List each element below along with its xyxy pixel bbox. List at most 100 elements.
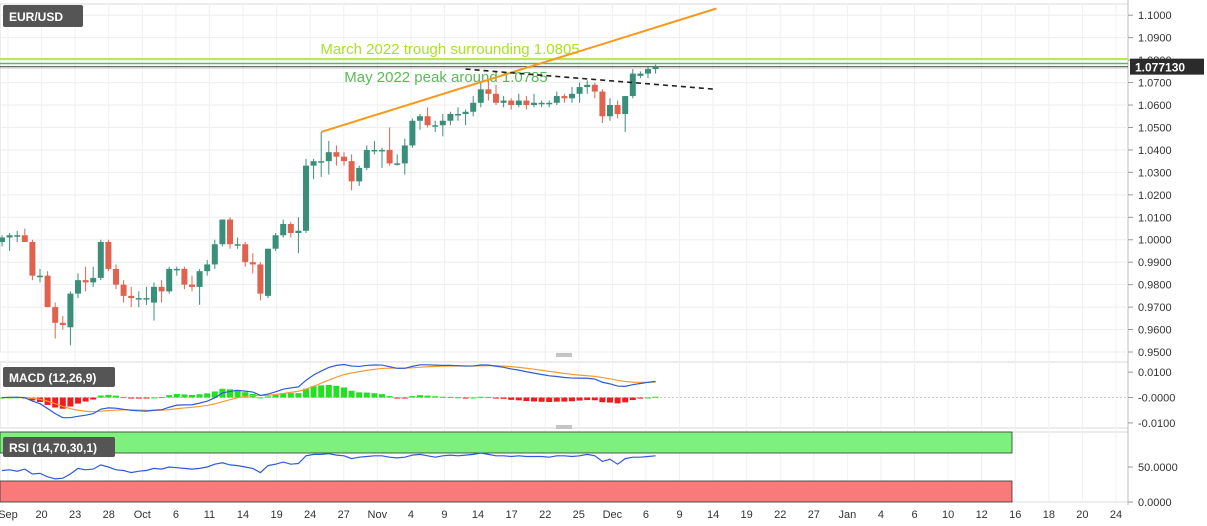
macd-histogram-bar	[607, 397, 613, 403]
candle-body	[82, 280, 89, 283]
candle-body	[181, 268, 188, 285]
candle-body	[295, 230, 302, 234]
macd-histogram-bar	[424, 395, 431, 398]
candle-body	[52, 307, 59, 323]
candle-body	[105, 241, 112, 269]
candle-body	[614, 105, 621, 115]
candle-body	[363, 149, 370, 168]
macd-histogram-bar	[295, 393, 302, 398]
macd-histogram-bar	[196, 394, 203, 398]
candle-body	[242, 244, 249, 263]
macd-histogram-bar	[477, 396, 484, 398]
price-tick-label: 0.9600	[1138, 325, 1172, 337]
candle-body	[546, 102, 553, 105]
candle-body	[386, 149, 393, 164]
macd-histogram-bar	[82, 397, 89, 402]
candle-body	[447, 114, 454, 121]
time-tick-label: Jan	[839, 509, 857, 521]
macd-histogram-bar	[113, 395, 119, 398]
candle-body	[371, 149, 378, 152]
march-trough-label: March 2022 trough surrounding 1.0805	[320, 41, 579, 58]
macd-histogram-bar	[470, 397, 477, 399]
candle-body	[173, 268, 180, 271]
macd-histogram-bar	[173, 393, 180, 398]
price-tick-label: 1.1000	[1138, 10, 1172, 22]
macd-label: MACD (12,26,9)	[9, 371, 96, 385]
candle-body	[622, 96, 629, 115]
time-tick-label: 11	[204, 509, 215, 521]
macd-histogram-bar	[325, 384, 332, 398]
time-tick-label: 12	[976, 509, 988, 521]
price-tick-label: 1.0900	[1138, 33, 1172, 45]
candle-body	[637, 73, 644, 76]
macd-histogram-bar	[135, 397, 142, 399]
candle-body	[151, 286, 157, 303]
macd-histogram-bar	[622, 397, 629, 403]
macd-histogram-bar	[371, 393, 378, 398]
time-tick-label: 6	[911, 509, 917, 521]
macd-histogram-bar	[417, 395, 423, 398]
macd-histogram-bar	[508, 397, 515, 400]
time-tick-label: Sep	[0, 509, 18, 521]
time-tick-label: 9	[676, 509, 682, 521]
candle-body	[234, 244, 241, 246]
macd-histogram-bar	[128, 397, 135, 399]
macd-histogram-bar	[538, 397, 545, 402]
time-tick-label: 23	[69, 509, 81, 521]
macd-histogram-bar	[211, 391, 218, 398]
macd-histogram-bar	[348, 390, 355, 398]
macd-histogram-bar	[181, 394, 188, 398]
time-tick-label: 27	[338, 509, 350, 521]
time-tick-label: 24	[304, 509, 316, 521]
candle-body	[6, 235, 13, 238]
candle-body	[569, 93, 575, 99]
candle-body	[272, 235, 279, 249]
time-tick-label: 4	[878, 509, 884, 521]
last-price-tag	[1130, 58, 1204, 75]
macd-histogram-bar	[409, 396, 416, 398]
macd-histogram-bar	[166, 395, 173, 398]
rsi-overbought-zone	[0, 431, 1013, 454]
macd-histogram-bar	[553, 397, 560, 402]
candle-body	[325, 152, 332, 162]
macd-histogram-bar	[515, 397, 522, 401]
price-tick-label: 0.9500	[1138, 347, 1172, 359]
macd-histogram-bar	[576, 397, 583, 401]
price-tick-label: 1.0100	[1138, 212, 1172, 224]
macd-histogram-bar	[523, 397, 530, 402]
macd-histogram-bar	[401, 397, 408, 399]
time-tick-label: 10	[942, 509, 954, 521]
candle-body	[538, 102, 545, 105]
candle-body	[29, 241, 36, 276]
candle-body	[318, 161, 325, 163]
macd-histogram-bar	[143, 397, 150, 399]
candle-body	[14, 235, 21, 237]
time-tick-label: 14	[237, 509, 249, 521]
candle-body	[455, 114, 461, 116]
candle-body	[508, 100, 515, 106]
macd-tick-label: -0.0100	[1138, 418, 1175, 430]
macd-histogram-bar	[242, 392, 249, 398]
price-tick-label: 1.0000	[1138, 235, 1172, 247]
macd-histogram-bar	[29, 397, 36, 401]
candle-body	[439, 120, 446, 126]
price-tick-label: 1.0600	[1138, 100, 1172, 112]
rsi-oversold-zone	[0, 480, 1013, 503]
candle-body	[379, 149, 385, 152]
macd-histogram-bar	[120, 396, 127, 398]
candle-body	[158, 286, 165, 292]
may-peak-label: May 2022 peak around 1.0785	[344, 69, 548, 86]
candle-body	[204, 264, 211, 272]
macd-histogram-bar	[333, 385, 340, 398]
candle-body	[493, 93, 499, 103]
time-tick-label: 6	[643, 509, 649, 521]
macd-line	[1, 363, 656, 419]
time-tick-label: 9	[441, 509, 447, 521]
macd-histogram-bar	[272, 394, 279, 398]
time-tick-label: 22	[539, 509, 551, 521]
macd-histogram-bar	[629, 397, 636, 401]
candle-body	[0, 237, 5, 242]
time-tick-label: 4	[408, 509, 414, 521]
macd-histogram-bar	[493, 397, 499, 399]
